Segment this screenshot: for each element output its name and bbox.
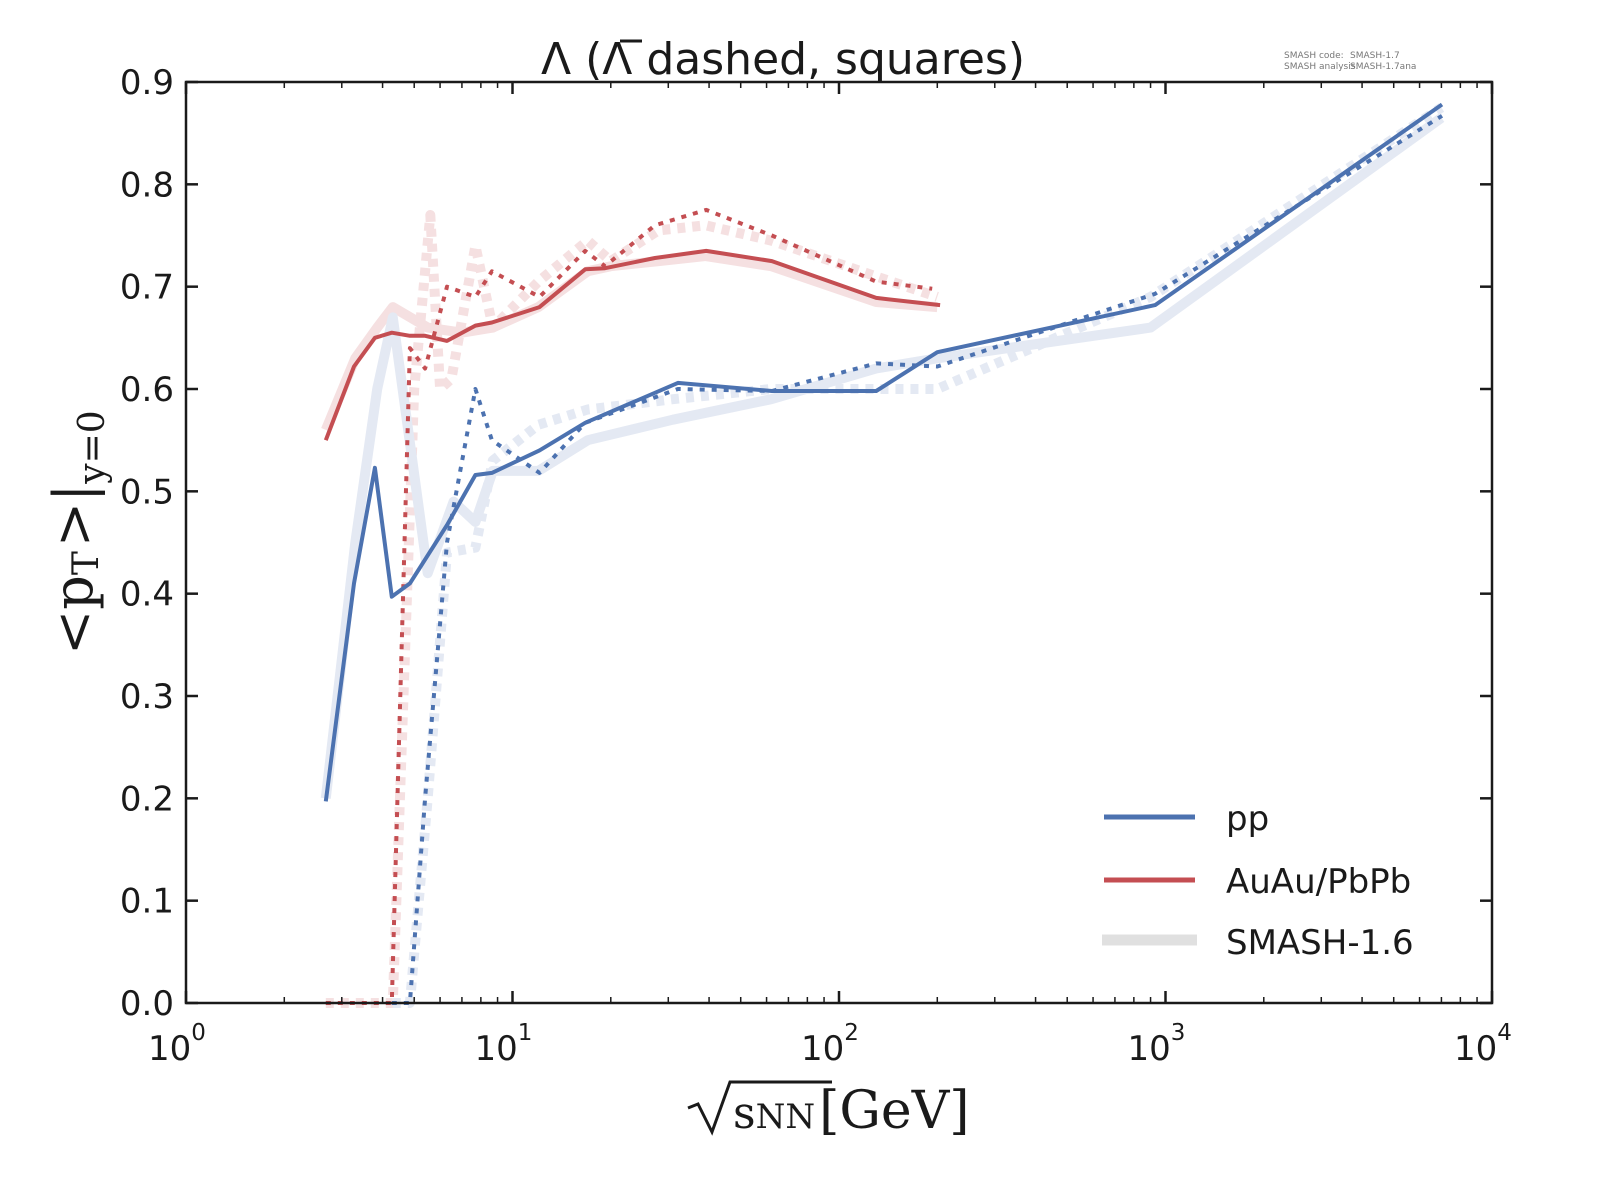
series-line-pp-antilambda-smash-1-6: [392, 103, 1445, 1008]
sqrt-sign: [687, 1080, 832, 1136]
chart-title: Λ (Λ dashed, squares): [541, 34, 1025, 85]
y-tick-label: 0.2: [120, 779, 174, 819]
series-line-pp-lambda-smash-1-7: [323, 102, 1444, 802]
legend-label-smash16: SMASH-1.6: [1226, 923, 1414, 963]
y-tick-label: 0.8: [120, 165, 174, 205]
smash-code-value: SMASH-1.7: [1350, 51, 1400, 61]
legend-label-pp: pp: [1226, 799, 1269, 839]
smash-analysis-label: SMASH analysis:: [1284, 62, 1358, 72]
series-line-pp-lambda-smash-1-6: [320, 113, 1445, 799]
x-tick-label: 100: [148, 1020, 206, 1069]
x-tick-label: 101: [475, 1020, 533, 1069]
y-tick-label: 0.7: [120, 268, 174, 308]
x-axis-var: s: [733, 1088, 756, 1139]
svg-text:sNN[GeV]: sNN[GeV]: [733, 1081, 970, 1141]
series-line-pp-antilambda-smash-1-7: [391, 114, 1444, 1005]
x-axis-label: sNN[GeV]: [687, 1080, 970, 1141]
x-tick-label: 104: [1454, 1020, 1512, 1069]
x-tick-label: 102: [801, 1020, 859, 1069]
y-tick-label: 0.6: [120, 370, 174, 410]
y-tick-label: 0.0: [120, 984, 174, 1024]
legend: pp AuAu/PbPb SMASH-1.6: [1102, 799, 1414, 963]
y-axis-label: <pT>|y=0: [42, 410, 113, 655]
y-tick-label: 0.9: [120, 63, 174, 103]
x-axis-sub: NN: [756, 1097, 816, 1137]
x-axis-ticks: 100 101 102 103 104: [148, 82, 1512, 1069]
x-axis-unit: [GeV]: [819, 1081, 969, 1141]
svg-text:<pT>|y=0: <pT>|y=0: [42, 410, 113, 655]
smash-code-label: SMASH code:: [1284, 51, 1344, 61]
y-tick-label: 0.4: [120, 575, 174, 615]
y-axis-ticks: 0.0 0.1 0.2 0.3 0.4 0.5 0.6 0.7 0.8 0.9: [120, 63, 1492, 1024]
y-tick-label: 0.1: [120, 882, 174, 922]
y-tick-label: 0.3: [120, 677, 174, 717]
series-line-auau-lambda-smash-1-7: [323, 248, 941, 441]
smash-analysis-value: SMASH-1.7ana: [1350, 62, 1416, 72]
legend-label-auau: AuAu/PbPb: [1226, 862, 1411, 902]
x-tick-label: 103: [1128, 1020, 1186, 1069]
y-tick-label: 0.5: [120, 472, 174, 512]
